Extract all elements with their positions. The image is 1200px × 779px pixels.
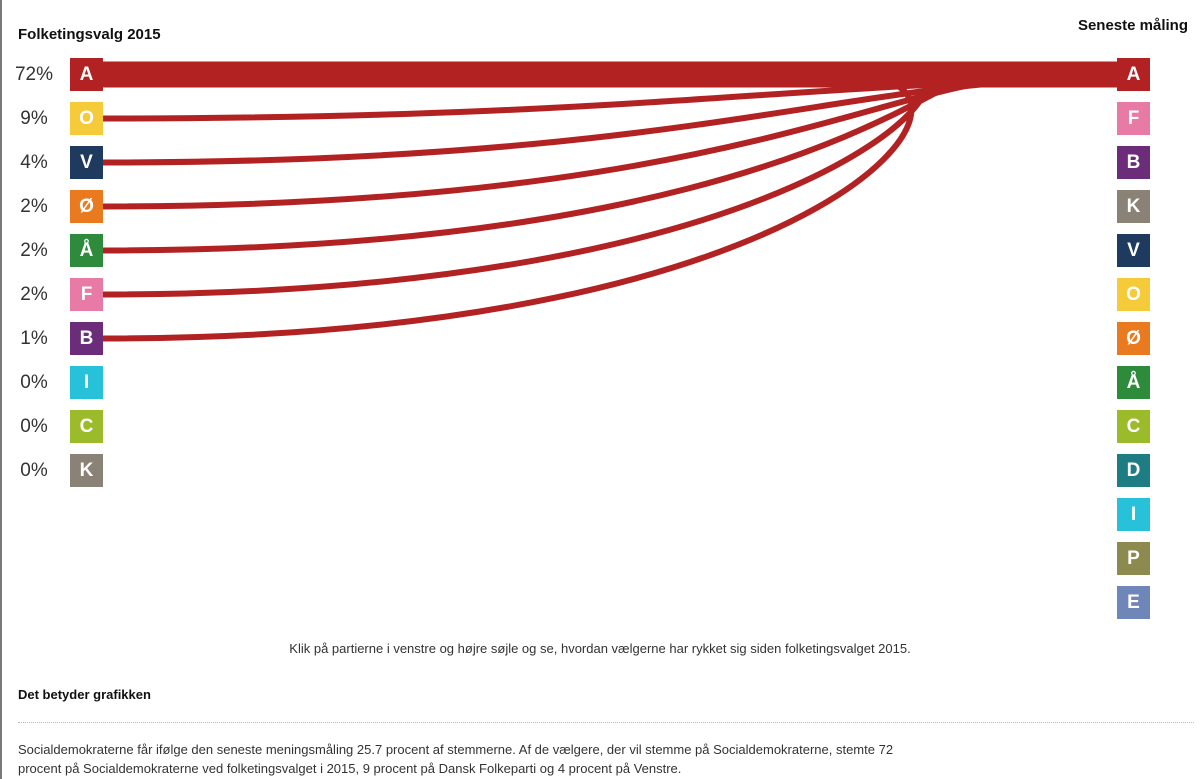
left-party-button[interactable]: A — [70, 58, 103, 91]
right-party-button[interactable]: Ø — [1117, 322, 1150, 355]
right-party-button[interactable]: P — [1117, 542, 1150, 575]
left-percent-label: 2% — [20, 284, 48, 305]
left-party-button[interactable]: O — [70, 102, 103, 135]
right-party-button[interactable]: O — [1117, 278, 1150, 311]
left-percent-label: 9% — [20, 108, 48, 129]
divider — [18, 722, 1194, 723]
left-percent-label: 72% — [14, 64, 54, 85]
left-party-button[interactable]: F — [70, 278, 103, 311]
left-percent-label: 0% — [20, 460, 48, 481]
left-percent-label: 1% — [20, 328, 48, 349]
left-percent-label: 4% — [20, 152, 48, 173]
left-party-button[interactable]: K — [70, 454, 103, 487]
flow-Ø-to-A — [102, 76, 1026, 210]
right-party-button[interactable]: Å — [1117, 366, 1150, 399]
left-party-button[interactable]: B — [70, 322, 103, 355]
chart-caption: Klik på partierne i venstre og højre søj… — [289, 641, 911, 656]
left-party-button[interactable]: Å — [70, 234, 103, 267]
right-party-button[interactable]: I — [1117, 498, 1150, 531]
left-party-button[interactable]: C — [70, 410, 103, 443]
flow-chart — [102, 61, 1118, 342]
explanation-text: Socialdemokraterne får ifølge den senest… — [18, 742, 894, 776]
flow-Å-to-A — [102, 75, 971, 254]
left-column-title: Folketingsvalg 2015 — [18, 26, 161, 43]
left-percent-label: 2% — [20, 240, 48, 261]
left-percent-label: 0% — [20, 372, 48, 393]
flow-F-to-A — [102, 75, 929, 298]
right-column-title: Seneste måling — [1077, 17, 1188, 34]
left-percent-label: 2% — [20, 196, 48, 217]
left-party-button[interactable]: I — [70, 366, 103, 399]
right-party-button[interactable]: D — [1117, 454, 1150, 487]
left-percent-label: 0% — [20, 416, 48, 437]
right-party-button[interactable]: F — [1117, 102, 1150, 135]
right-party-button[interactable]: B — [1117, 146, 1150, 179]
right-party-button[interactable]: E — [1117, 586, 1150, 619]
explanation-heading: Det betyder grafikken — [18, 687, 151, 702]
left-party-button[interactable]: Ø — [70, 190, 103, 223]
flow-B-to-A — [102, 74, 915, 342]
right-party-button[interactable]: C — [1117, 410, 1150, 443]
right-party-button[interactable]: V — [1117, 234, 1150, 267]
right-party-button[interactable]: K — [1117, 190, 1150, 223]
right-party-button[interactable]: A — [1117, 58, 1150, 91]
left-frame-border — [0, 0, 2, 779]
left-party-button[interactable]: V — [70, 146, 103, 179]
